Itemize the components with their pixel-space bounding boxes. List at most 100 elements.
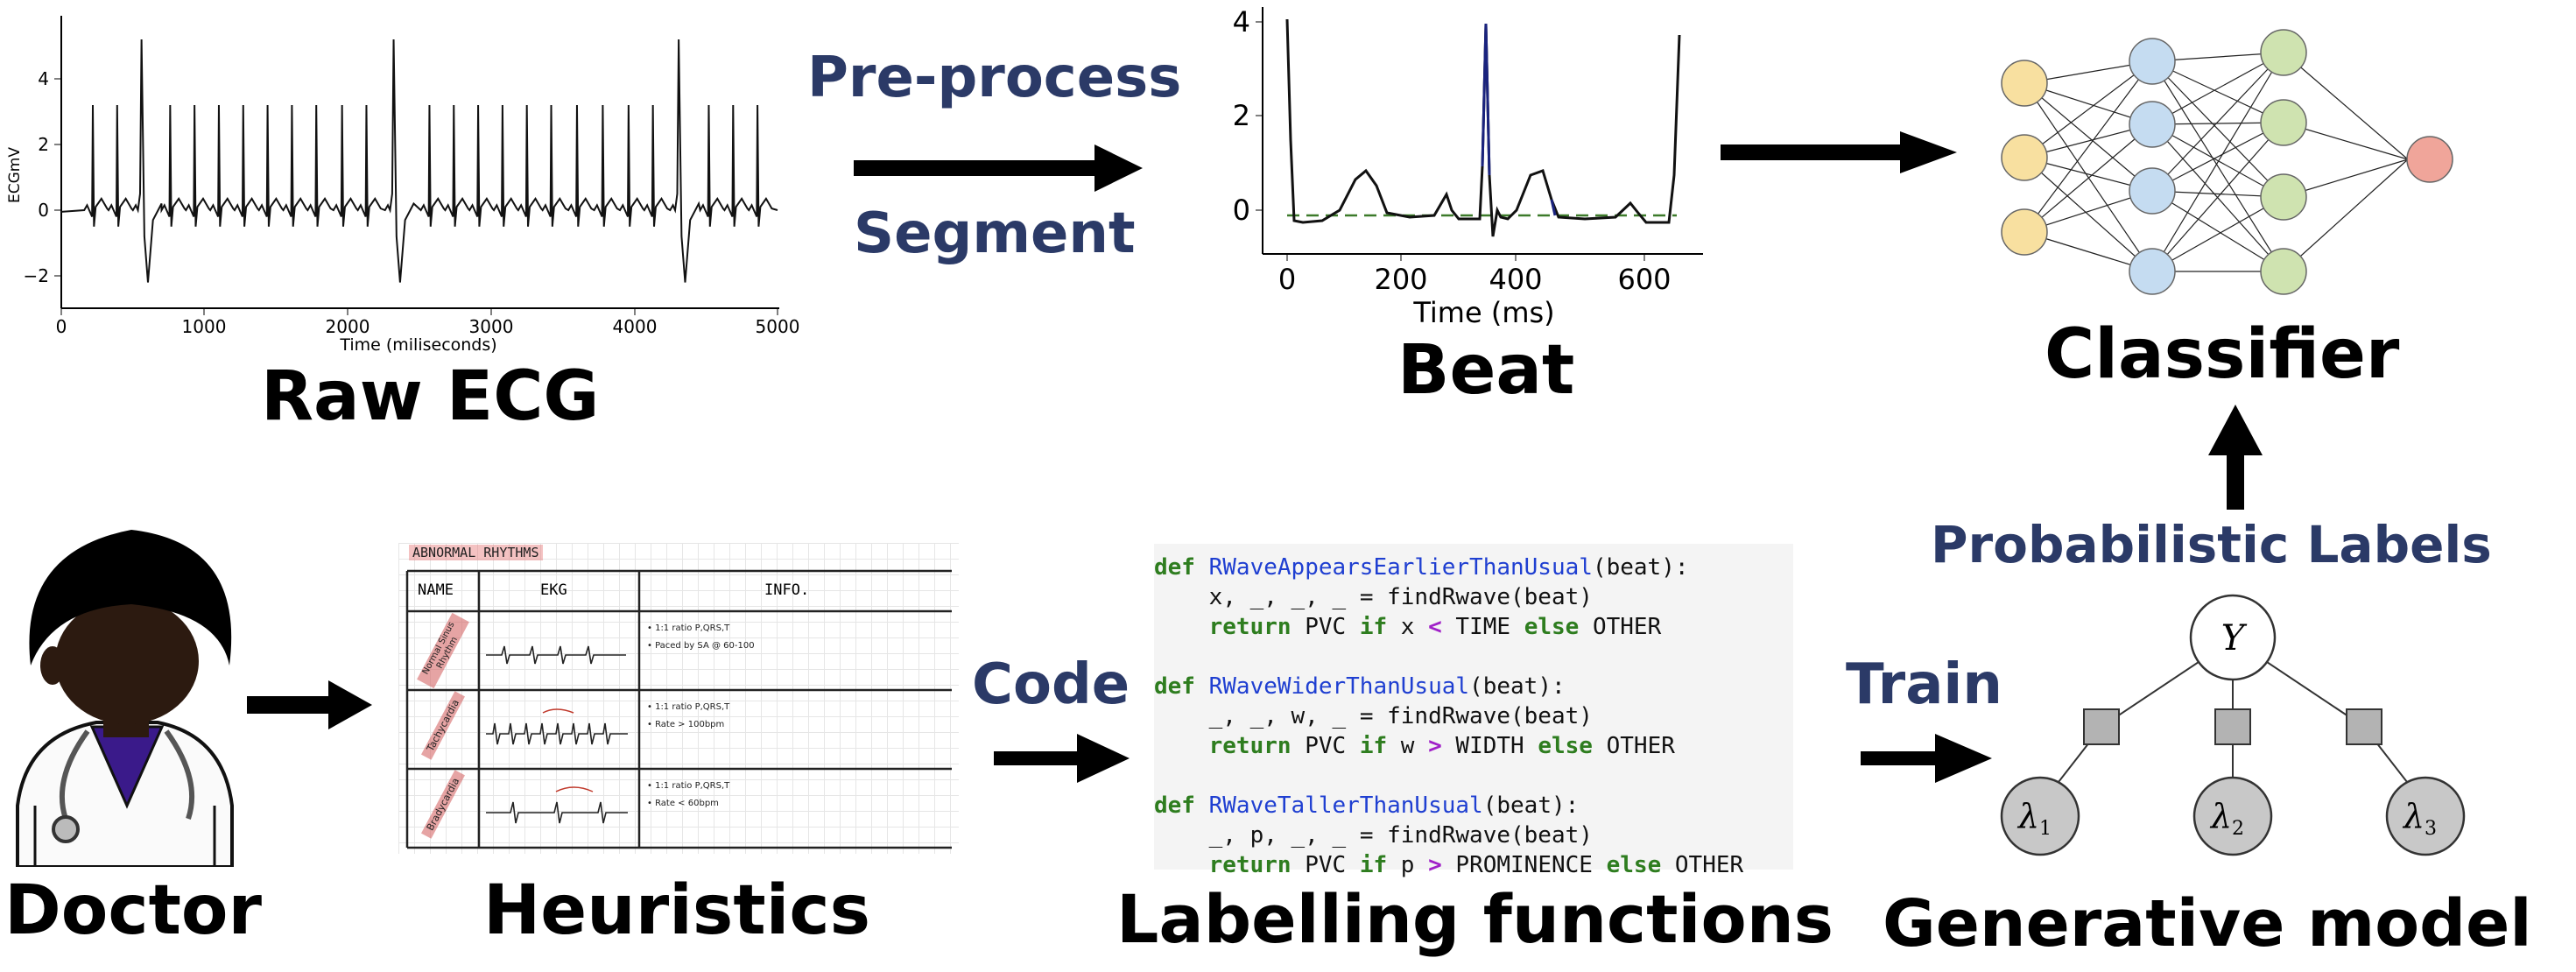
raw-ecg-plot: 4 2 0 −2 0 1000 2000 3000 4000 5000 Time… — [6, 16, 800, 355]
generative-model-graph: Y λ1 λ2 λ3 — [2000, 594, 2466, 856]
input-node — [2001, 134, 2048, 181]
heuristics-row-info: • 1:1 ratio P,QRS,T — [647, 702, 730, 712]
code-token: (beat): — [1482, 792, 1580, 819]
heuristics-row-info: • 1:1 ratio P,QRS,T — [647, 781, 730, 791]
hidden-node — [2260, 248, 2307, 295]
code-line: x, _, _, _ = findRwave(beat) — [1154, 584, 1593, 610]
doctor-hair — [29, 530, 232, 666]
lambda-label: λ1 — [2016, 797, 2052, 840]
lambda-node — [2000, 776, 2080, 856]
code-token: def — [1154, 673, 1209, 700]
ytick: 2 — [1233, 99, 1250, 132]
raw-ecg-label: Raw ECG — [261, 357, 600, 436]
code-token: RWaveTallerThanUsual — [1208, 792, 1483, 819]
raw-ecg-xticks: 0 1000 2000 3000 4000 5000 — [56, 308, 800, 337]
arrow-train — [1861, 734, 1992, 783]
classifier-network — [2001, 29, 2453, 295]
beat-yticks: 4 2 0 — [1233, 5, 1263, 227]
output-node — [2406, 136, 2453, 183]
beat-xlabel: Time (ms) — [1412, 296, 1554, 329]
code-line: def RWaveWiderThanUsual(beat): — [1154, 673, 1566, 700]
arrow-up-classifier — [2208, 405, 2263, 510]
code-token: return — [1208, 733, 1292, 759]
code-token: OTHER — [1661, 852, 1744, 878]
xtick: 5000 — [756, 316, 800, 337]
code-token: = findRwave(beat) — [1359, 822, 1593, 849]
arrow-code — [994, 734, 1130, 783]
code-token: > — [1428, 852, 1442, 878]
heuristics-ekg-traces — [486, 645, 628, 824]
code-token: x — [1387, 614, 1429, 640]
heuristics-header-name: NAME — [418, 581, 454, 599]
doctor-illustration — [16, 530, 234, 867]
xtick: 0 — [1278, 263, 1296, 296]
lambda-node — [2385, 776, 2466, 856]
code-token: def — [1154, 792, 1209, 819]
ytick: −2 — [24, 265, 49, 286]
network-edges — [2023, 52, 2409, 272]
doctor-face — [55, 598, 199, 724]
code-line: def RWaveAppearsEarlierThanUsual(beat): — [1154, 554, 1689, 581]
xtick: 200 — [1374, 263, 1427, 296]
code-token: OTHER — [1579, 614, 1662, 640]
generative-model-label: Generative model — [1883, 886, 2532, 961]
code-line: _, p, _, _ = findRwave(beat) — [1154, 822, 1593, 849]
xtick: 4000 — [613, 316, 658, 337]
doctor-label: Doctor — [4, 871, 262, 950]
code-line: return PVC if w > WIDTH else OTHER — [1154, 733, 1675, 759]
train-label: Train — [1846, 652, 2002, 717]
code-token: _, p, _, _ — [1154, 822, 1360, 849]
beat-plot: 4 2 0 0 200 400 600 Time (ms) — [1233, 5, 1703, 329]
code-token: PVC — [1291, 733, 1360, 759]
code-token: > — [1428, 733, 1442, 759]
doctor-ear — [40, 646, 65, 685]
factor-node — [2083, 708, 2120, 745]
beat-r-peak-highlight — [1481, 23, 1491, 176]
ytick: 0 — [1233, 194, 1250, 227]
code-token: if — [1359, 852, 1388, 878]
code-token: x, _, _, _ — [1154, 584, 1360, 610]
code-token: RWaveAppearsEarlierThanUsual — [1208, 554, 1593, 581]
ytick: 0 — [38, 200, 49, 221]
raw-ecg-xlabel: Time (miliseconds) — [339, 335, 496, 355]
lambda-node — [2192, 776, 2273, 856]
preprocess-label: Pre-process — [807, 46, 1182, 110]
heuristics-row-info: • 1:1 ratio P,QRS,T — [647, 623, 730, 633]
factor-node — [2346, 708, 2382, 745]
code-token: else — [1606, 852, 1662, 878]
code-line: _, _, w, _ = findRwave(beat) — [1154, 703, 1593, 729]
code-token: else — [1538, 733, 1593, 759]
code-token: w — [1387, 733, 1429, 759]
ytick: 4 — [1233, 5, 1250, 39]
arrow-preprocess — [854, 144, 1143, 192]
code-token: (beat): — [1469, 673, 1566, 700]
heuristics-title: ABNORMAL RHYTHMS — [409, 545, 543, 560]
ytick: 4 — [38, 68, 49, 89]
beat-xticks: 0 200 400 600 — [1278, 254, 1672, 296]
lambda-label: λ2 — [2209, 797, 2244, 840]
hidden-node — [2260, 29, 2307, 76]
code-token: WIDTH — [1441, 733, 1538, 759]
stethoscope-chestpiece — [52, 815, 80, 843]
heuristics-header-ekg: EKG — [540, 581, 567, 599]
code-token — [1154, 614, 1209, 640]
code-token: < — [1428, 614, 1442, 640]
raw-ecg-ylabel: ECGmV — [6, 147, 24, 203]
xtick: 600 — [1617, 263, 1671, 296]
lambda-label: λ3 — [2402, 797, 2437, 840]
code-token: _, _, w, _ — [1154, 703, 1360, 729]
xtick: 3000 — [469, 316, 514, 337]
input-node — [2001, 208, 2048, 256]
beat-t-highlight — [1550, 199, 1557, 216]
ytick: 2 — [38, 134, 49, 155]
code-token — [1154, 733, 1209, 759]
heuristics-header-info: INFO. — [764, 581, 810, 599]
raw-ecg-yticks: 4 2 0 −2 — [24, 68, 61, 286]
heuristics-row-info: • Paced by SA @ 60-100 — [647, 641, 755, 651]
hidden-node — [2260, 99, 2307, 146]
hidden-node — [2260, 173, 2307, 221]
code-token: def — [1154, 554, 1209, 581]
code-token: return — [1208, 614, 1292, 640]
classifier-label: Classifier — [2045, 315, 2400, 394]
